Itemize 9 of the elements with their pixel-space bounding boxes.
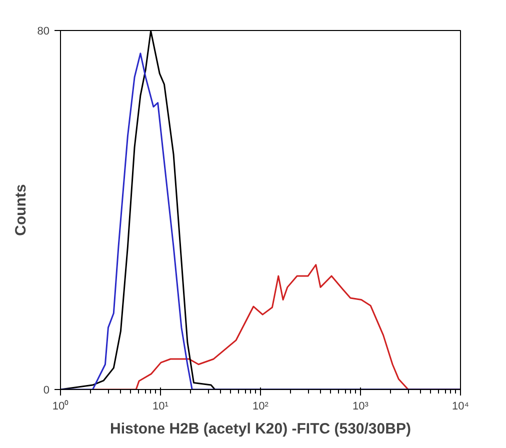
x-tick-label: 10³ bbox=[352, 400, 369, 412]
x-tick-label: 10² bbox=[252, 400, 269, 412]
y-tick-label: 80 bbox=[37, 26, 50, 38]
y-tick-label: 0 bbox=[43, 384, 50, 396]
x-tick-label: 10⁴ bbox=[452, 400, 470, 412]
x-axis-title: Histone H2B (acetyl K20) -FITC (530/30BP) bbox=[110, 420, 411, 438]
x-tick-label: 10⁰ bbox=[52, 400, 69, 412]
x-tick-label: 10¹ bbox=[152, 400, 169, 412]
y-axis-title: Counts bbox=[12, 184, 30, 236]
